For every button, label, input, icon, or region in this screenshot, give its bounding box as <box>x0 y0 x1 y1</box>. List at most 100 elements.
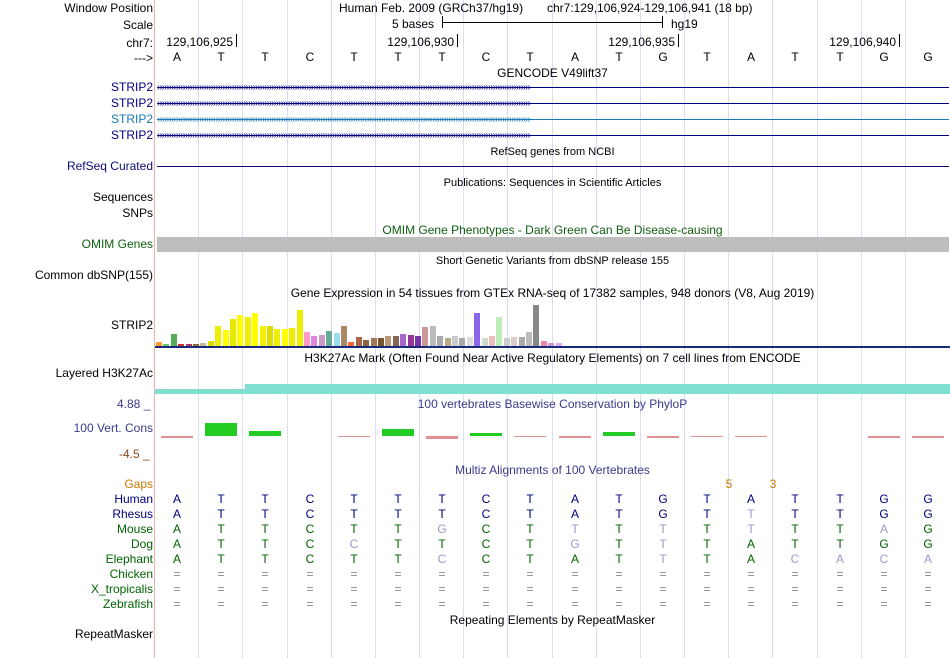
gtex-bar-chart[interactable] <box>155 300 950 348</box>
species-label[interactable]: Dog <box>130 537 153 551</box>
omim-label[interactable]: OMIM Genes <box>81 237 153 251</box>
omim-feature-bar[interactable] <box>157 237 949 252</box>
gtex-tissue-bar[interactable] <box>459 338 465 346</box>
gtex-tissue-bar[interactable] <box>274 329 280 346</box>
species-label[interactable]: Elephant <box>105 552 153 566</box>
conservation-bar[interactable] <box>161 436 193 438</box>
gtex-tissue-bar[interactable] <box>348 342 354 346</box>
species-label[interactable]: Rhesus <box>112 507 153 521</box>
conservation-bar[interactable] <box>426 436 458 439</box>
gtex-tissue-bar[interactable] <box>341 326 347 346</box>
gtex-tissue-bar[interactable] <box>378 338 384 346</box>
gtex-label[interactable]: STRIP2 <box>110 318 153 332</box>
gene-label-strip2[interactable]: STRIP2 <box>110 112 153 126</box>
gene-label-strip2[interactable]: STRIP2 <box>110 128 153 142</box>
gtex-tissue-bar[interactable] <box>437 336 443 346</box>
gtex-tissue-bar[interactable] <box>504 338 510 346</box>
conservation-bar[interactable] <box>559 436 591 438</box>
dbsnp-label[interactable]: Common dbSNP(155) <box>34 268 153 282</box>
gtex-tissue-bar[interactable] <box>245 317 251 346</box>
gtex-tissue-bar[interactable] <box>171 334 177 346</box>
gtex-tissue-bar[interactable] <box>311 336 317 346</box>
conservation-bar[interactable] <box>514 436 546 437</box>
gene-feature[interactable]: ››››››››››››››››››››››››››››››››››››››››… <box>157 129 949 143</box>
gene-label-strip2[interactable]: STRIP2 <box>110 96 153 110</box>
h3k27ac-signal-low[interactable] <box>155 389 245 394</box>
gtex-tissue-bar[interactable] <box>319 335 325 346</box>
gtex-tissue-bar[interactable] <box>304 332 310 346</box>
gtex-tissue-bar[interactable] <box>186 344 192 346</box>
species-label[interactable]: X_tropicalis <box>90 582 153 596</box>
gtex-tissue-bar[interactable] <box>289 328 295 346</box>
conservation-bar[interactable] <box>912 436 944 438</box>
gtex-tissue-bar[interactable] <box>208 341 214 346</box>
conservation-bar[interactable] <box>868 436 900 438</box>
gtex-tissue-bar[interactable] <box>200 343 206 346</box>
species-label[interactable]: Chicken <box>109 567 153 581</box>
species-label[interactable]: Mouse <box>116 522 153 536</box>
species-label[interactable]: Human <box>114 492 153 506</box>
conservation-bar[interactable] <box>735 436 767 437</box>
gtex-tissue-bar[interactable] <box>511 337 517 346</box>
publications-snps-label[interactable]: SNPs <box>122 206 153 220</box>
gtex-tissue-bar[interactable] <box>371 338 377 346</box>
gtex-tissue-bar[interactable] <box>408 335 414 346</box>
conservation-bar[interactable] <box>382 429 414 436</box>
gtex-tissue-bar[interactable] <box>541 341 547 346</box>
gene-label-strip2[interactable]: STRIP2 <box>110 80 153 94</box>
gtex-tissue-bar[interactable] <box>223 330 229 346</box>
gtex-tissue-bar[interactable] <box>326 331 332 346</box>
gtex-tissue-bar[interactable] <box>267 326 273 346</box>
gtex-tissue-bar[interactable] <box>163 344 169 346</box>
gtex-tissue-bar[interactable] <box>452 336 458 346</box>
conservation-label[interactable]: 100 Vert. Cons <box>73 421 153 435</box>
gtex-tissue-bar[interactable] <box>430 326 436 346</box>
gtex-tissue-bar[interactable] <box>156 342 162 346</box>
gtex-tissue-bar[interactable] <box>556 343 562 346</box>
gtex-tissue-bar[interactable] <box>178 344 184 346</box>
gtex-tissue-bar[interactable] <box>526 332 532 346</box>
gtex-tissue-bar[interactable] <box>548 343 554 346</box>
conservation-bar[interactable] <box>205 423 237 436</box>
refseq-label[interactable]: RefSeq Curated <box>66 159 153 173</box>
gtex-tissue-bar[interactable] <box>193 344 199 346</box>
gtex-tissue-bar[interactable] <box>356 337 362 346</box>
gtex-tissue-bar[interactable] <box>519 337 525 346</box>
species-label[interactable]: Zebrafish <box>102 597 153 611</box>
gtex-tissue-bar[interactable] <box>422 327 428 346</box>
gtex-tissue-bar[interactable] <box>252 313 258 346</box>
gtex-tissue-bar[interactable] <box>393 336 399 346</box>
gtex-tissue-bar[interactable] <box>385 336 391 346</box>
gtex-tissue-bar[interactable] <box>400 334 406 346</box>
conservation-bar[interactable] <box>647 436 679 438</box>
conservation-bar[interactable] <box>691 436 723 437</box>
conservation-bar[interactable] <box>338 436 370 437</box>
gtex-tissue-bar[interactable] <box>415 336 421 346</box>
position-text[interactable]: chr7:129,106,924-129,106,941 (18 bp) <box>547 1 753 15</box>
gtex-tissue-bar[interactable] <box>474 313 480 346</box>
h3k27ac-label[interactable]: Layered H3K27Ac <box>55 366 153 380</box>
gene-feature[interactable]: ››››››››››››››››››››››››››››››››››››››››… <box>157 81 949 95</box>
gtex-tissue-bar[interactable] <box>533 305 539 346</box>
gtex-tissue-bar[interactable] <box>363 340 369 346</box>
conservation-bar[interactable] <box>603 432 635 436</box>
gtex-tissue-bar[interactable] <box>496 317 502 346</box>
gtex-tissue-bar[interactable] <box>282 329 288 346</box>
gtex-tissue-bar[interactable] <box>230 319 236 346</box>
h3k27ac-signal-high[interactable] <box>245 384 950 394</box>
gtex-tissue-bar[interactable] <box>334 333 340 346</box>
gtex-tissue-bar[interactable] <box>482 338 488 346</box>
publications-sequences-label[interactable]: Sequences <box>92 190 153 204</box>
gene-feature[interactable]: ››››››››››››››››››››››››››››››››››››››››… <box>157 97 949 111</box>
gtex-tissue-bar[interactable] <box>467 337 473 346</box>
conservation-bar[interactable] <box>470 433 502 436</box>
gtex-tissue-bar[interactable] <box>237 315 243 346</box>
conservation-bar[interactable] <box>249 431 281 436</box>
gtex-tissue-bar[interactable] <box>445 338 451 346</box>
gtex-tissue-bar[interactable] <box>215 326 221 346</box>
gtex-tissue-bar[interactable] <box>297 310 303 346</box>
repeatmasker-label[interactable]: RepeatMasker <box>74 627 153 641</box>
gtex-tissue-bar[interactable] <box>260 326 266 346</box>
gtex-tissue-bar[interactable] <box>489 336 495 346</box>
